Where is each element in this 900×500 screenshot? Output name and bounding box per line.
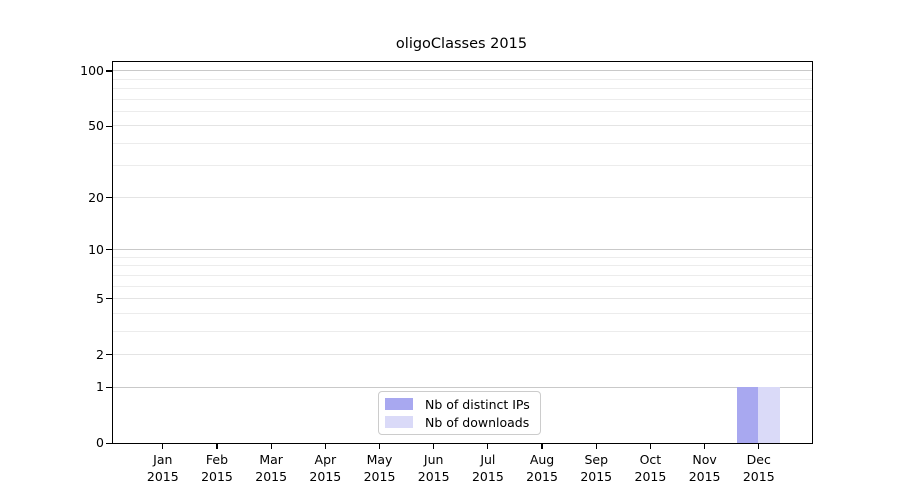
- legend-swatch-downloads: [385, 416, 413, 428]
- legend-item-distinct-ips: Nb of distinct IPs: [385, 396, 534, 412]
- gridline-y-40: [113, 142, 812, 144]
- gridline-y-3: [113, 330, 812, 332]
- gridline-y-20: [113, 196, 812, 198]
- x-tick-year: 2015: [634, 469, 667, 484]
- x-tick-month: Jan: [153, 452, 173, 467]
- x-tick-mark-aug: [541, 444, 543, 449]
- x-tick-year: 2015: [417, 469, 450, 484]
- gridline-y-50: [113, 125, 812, 127]
- x-tick-year: 2015: [688, 469, 721, 484]
- x-tick-month: May: [366, 452, 393, 467]
- gridline-y-5: [113, 297, 812, 299]
- gridline-y-8: [113, 265, 812, 267]
- x-tick-mark-jun: [433, 444, 435, 449]
- x-tick-month: Nov: [692, 452, 717, 467]
- y-tick-mark-50: [106, 125, 113, 127]
- gridline-y-90: [113, 78, 812, 80]
- gridline-y-60: [113, 110, 812, 112]
- y-tick-label-0: 0: [96, 435, 104, 451]
- x-tick-label-feb: Feb 2015: [182, 451, 252, 485]
- gridline-y-100: [113, 70, 812, 72]
- x-tick-mark-nov: [704, 444, 706, 449]
- x-tick-mark-apr: [324, 444, 326, 449]
- x-tick-mark-mar: [270, 444, 272, 449]
- y-tick-mark-10: [106, 249, 113, 251]
- x-tick-year: 2015: [201, 469, 233, 484]
- x-tick-month: Feb: [205, 452, 229, 467]
- x-tick-month: Oct: [639, 452, 662, 467]
- x-tick-mark-jul: [487, 444, 489, 449]
- y-tick-label-50: 50: [88, 118, 104, 134]
- gridline-y-30: [113, 165, 812, 167]
- gridline-y-10: [113, 249, 812, 251]
- chart-title: oligoClasses 2015: [395, 36, 528, 52]
- x-tick-year: 2015: [363, 469, 396, 484]
- x-tick-label-may: May 2015: [345, 451, 415, 485]
- x-tick-label-aug: Aug 2015: [507, 451, 577, 485]
- x-tick-month: Apr: [314, 452, 337, 467]
- x-tick-year: 2015: [526, 469, 558, 484]
- x-tick-label-jan: Jan 2015: [128, 451, 198, 485]
- bar-distinct-ips-dec: [736, 387, 759, 443]
- y-tick-label-5: 5: [96, 290, 104, 306]
- y-tick-mark-2: [106, 354, 113, 356]
- gridline-y-4: [113, 312, 812, 314]
- x-tick-month: Dec: [746, 452, 771, 467]
- gridline-y-70: [113, 98, 812, 100]
- x-tick-mark-sep: [595, 444, 597, 449]
- x-tick-label-oct: Oct 2015: [615, 451, 685, 485]
- x-tick-year: 2015: [742, 469, 775, 484]
- x-tick-year: 2015: [255, 469, 288, 484]
- y-tick-label-20: 20: [88, 189, 104, 205]
- x-tick-year: 2015: [580, 469, 613, 484]
- x-tick-label-jun: Jun 2015: [399, 451, 469, 485]
- legend-item-downloads: Nb of downloads: [385, 414, 534, 430]
- y-tick-mark-20: [106, 197, 113, 199]
- x-tick-year: 2015: [309, 469, 342, 484]
- x-tick-month: Jul: [480, 452, 496, 467]
- gridline-y-6: [113, 285, 812, 287]
- x-tick-month: Mar: [259, 452, 283, 467]
- x-tick-label-dec: Dec 2015: [724, 451, 794, 485]
- x-tick-month: Jun: [423, 452, 444, 467]
- x-tick-label-nov: Nov 2015: [670, 451, 740, 485]
- x-tick-year: 2015: [146, 469, 179, 484]
- x-tick-label-sep: Sep 2015: [561, 451, 631, 485]
- gridline-y-80: [113, 88, 812, 89]
- plot-area: [112, 61, 813, 444]
- y-tick-label-1: 1: [96, 379, 104, 395]
- y-tick-mark-1: [106, 386, 113, 388]
- y-tick-mark-100: [106, 70, 113, 72]
- x-tick-month: Sep: [584, 452, 609, 467]
- x-tick-mark-jan: [162, 444, 164, 449]
- legend-label-downloads: Nb of downloads: [425, 414, 530, 430]
- x-tick-label-apr: Apr 2015: [290, 451, 360, 485]
- x-tick-mark-feb: [216, 444, 218, 449]
- x-tick-mark-dec: [758, 444, 760, 449]
- y-tick-label-10: 10: [88, 241, 104, 257]
- bar-downloads-dec: [758, 387, 781, 443]
- y-tick-label-2: 2: [96, 346, 104, 362]
- y-tick-label-100: 100: [80, 62, 104, 78]
- x-tick-year: 2015: [471, 469, 504, 484]
- legend: Nb of distinct IPs Nb of downloads: [378, 391, 541, 435]
- gridline-y-9: [113, 256, 812, 258]
- x-tick-month: Aug: [529, 452, 555, 467]
- y-tick-mark-0: [106, 442, 113, 444]
- y-tick-mark-5: [106, 298, 113, 300]
- x-tick-label-jul: Jul 2015: [453, 451, 523, 485]
- x-tick-mark-may: [378, 444, 381, 449]
- gridline-y-7: [113, 274, 812, 276]
- gridline-y-1: [113, 386, 812, 388]
- legend-swatch-distinct-ips: [385, 398, 413, 410]
- x-tick-mark-oct: [649, 444, 651, 449]
- gridline-y-2: [113, 353, 812, 355]
- x-tick-label-mar: Mar 2015: [236, 451, 306, 485]
- legend-label-distinct-ips: Nb of distinct IPs: [425, 396, 530, 412]
